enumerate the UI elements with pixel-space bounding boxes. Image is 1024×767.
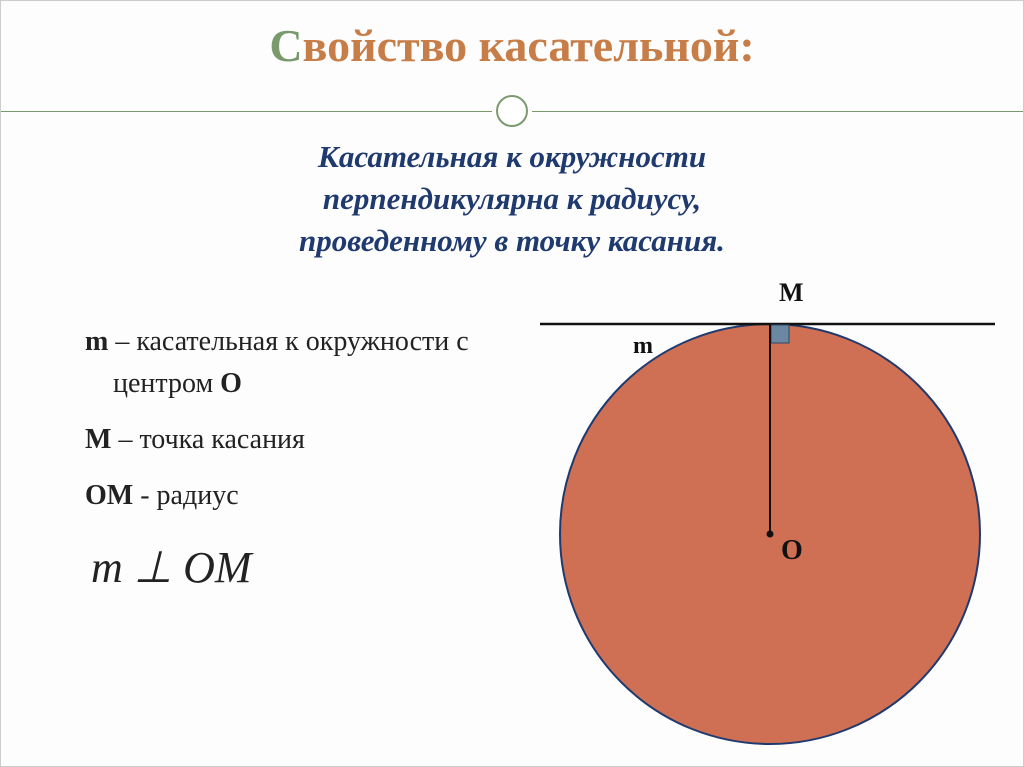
legend-sym-1: М <box>85 424 111 455</box>
title-rest: войство касательной: <box>303 20 755 71</box>
formula: m ⊥ OM <box>61 535 481 601</box>
legend-sym-0: m <box>85 326 108 357</box>
decor-line-right <box>532 111 1023 112</box>
page-title: Свойство касательной: <box>1 19 1023 72</box>
decor-line-left <box>1 111 492 112</box>
legend-item-0: m – касательная к окружности с центром О <box>61 321 481 405</box>
tangent-diagram: М m О <box>525 279 995 749</box>
legend-text-0: – касательная к окружности с центром <box>108 326 468 399</box>
legend-tail-0: О <box>220 368 242 399</box>
formula-left: m <box>91 543 123 592</box>
legend-text-2: - радиус <box>133 480 238 511</box>
theorem-line2: перпендикулярна к радиусу, <box>323 181 701 216</box>
theorem-line1: Касательная к окружности <box>318 139 706 174</box>
theorem-line3: проведенному в точку касания. <box>299 223 725 258</box>
right-angle-marker <box>771 325 789 343</box>
perp-icon: ⊥ <box>134 543 172 592</box>
label-m: m <box>633 333 653 359</box>
decor-circle-icon <box>496 95 528 127</box>
legend-item-2: ОМ - радиус <box>61 475 481 517</box>
title-first-letter: С <box>269 20 302 71</box>
formula-right: OM <box>183 543 251 592</box>
decor-divider <box>1 95 1023 127</box>
center-dot <box>767 531 774 538</box>
legend-sym-2: ОМ <box>85 480 133 511</box>
label-O: О <box>781 535 803 566</box>
theorem-block: Касательная к окружности перпендикулярна… <box>1 136 1023 262</box>
slide: Свойство касательной: Касательная к окру… <box>0 0 1024 767</box>
label-M: М <box>779 279 804 307</box>
legend-text-1: – точка касания <box>111 424 304 455</box>
legend-block: m – касательная к окружности с центром О… <box>61 321 481 601</box>
legend-item-1: М – точка касания <box>61 419 481 461</box>
